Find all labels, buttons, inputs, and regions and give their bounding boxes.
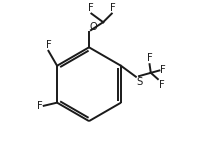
Text: O: O [89, 22, 97, 32]
Text: S: S [136, 77, 143, 87]
Text: F: F [147, 53, 153, 63]
Text: F: F [88, 3, 93, 13]
Text: F: F [160, 65, 166, 76]
Text: F: F [109, 3, 115, 13]
Text: F: F [46, 40, 51, 50]
Text: F: F [37, 101, 42, 111]
Text: F: F [159, 80, 165, 90]
